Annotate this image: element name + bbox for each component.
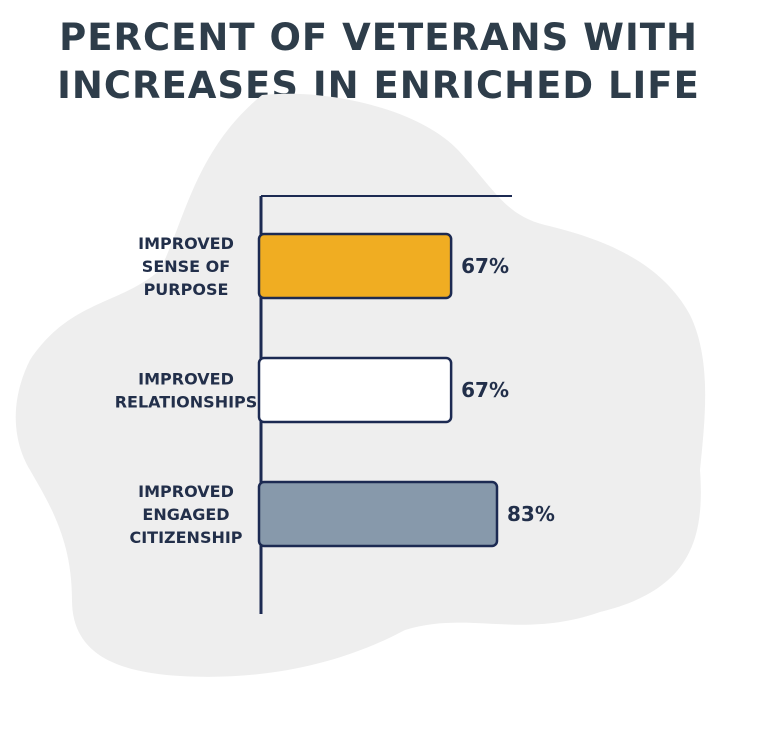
bar-3 <box>257 480 499 548</box>
category-label-3-line-1: IMPROVED <box>138 482 234 501</box>
chart-title-line-1: PERCENT OF VETERANS WITH <box>59 16 698 59</box>
value-label-3: 83% <box>507 502 555 526</box>
category-label-1: IMPROVED SENSE OF PURPOSE <box>138 234 234 299</box>
category-label-2: IMPROVED RELATIONSHIPS <box>115 370 258 412</box>
bar-1 <box>257 232 453 300</box>
chart-title-line-2: INCREASES IN ENRICHED LIFE <box>57 64 700 107</box>
category-label-1-line-2: SENSE OF <box>142 257 230 276</box>
chart-title: PERCENT OF VETERANS WITH INCREASES IN EN… <box>0 14 757 110</box>
category-label-1-line-3: PURPOSE <box>144 280 229 299</box>
category-label-2-line-2: RELATIONSHIPS <box>115 393 258 412</box>
category-label-2-line-1: IMPROVED <box>138 370 234 389</box>
category-label-3-line-2: ENGAGED <box>142 505 229 524</box>
bar-2 <box>257 356 453 424</box>
category-label-3-line-3: CITIZENSHIP <box>129 528 242 547</box>
value-label-2: 67% <box>461 378 509 402</box>
chart-marks: 67% IMPROVED SENSE OF PURPOSE 67% IMPROVED REL… <box>115 232 555 548</box>
category-label-3: IMPROVED ENGAGED CITIZENSHIP <box>129 482 242 547</box>
value-label-1: 67% <box>461 254 509 278</box>
category-label-1-line-1: IMPROVED <box>138 234 234 253</box>
